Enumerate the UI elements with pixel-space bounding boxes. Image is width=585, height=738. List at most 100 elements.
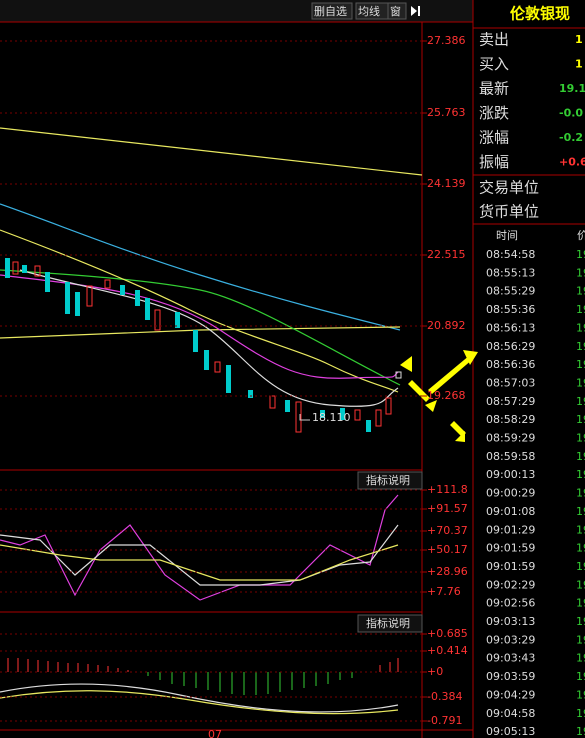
quote-label: 振幅: [479, 153, 509, 171]
macd-lines: [0, 683, 399, 715]
tick-price: 19: [576, 542, 585, 555]
tick-price: 19: [576, 633, 585, 646]
tick-time: 08:59:29: [486, 432, 535, 445]
tick-time: 08:59:58: [486, 450, 535, 463]
quote-value: 19.1: [559, 82, 585, 95]
tick-price: 19: [576, 615, 585, 628]
tick-time: 09:01:59: [486, 560, 535, 573]
tick-header: 价: [577, 229, 585, 242]
toolbar: [0, 0, 473, 22]
tick-price: 19: [576, 413, 585, 426]
tick-header: 时间: [496, 229, 518, 242]
indicator-button-label: 指标说明: [366, 473, 410, 487]
axis-label: 25.763: [427, 106, 466, 119]
tick-price: 19: [576, 707, 585, 720]
tick-price: 19: [576, 395, 585, 408]
tick-price: 19: [576, 560, 585, 573]
axis-label: +0.414: [427, 644, 468, 657]
quote-label: 涨跌: [479, 104, 509, 122]
tick-time: 09:03:59: [486, 670, 535, 683]
tick-price: 19: [576, 688, 585, 701]
toolbar-button-label: 均线: [358, 4, 380, 18]
indicator-button-label: 指标说明: [366, 616, 410, 630]
tick-price: 19: [576, 505, 585, 518]
macd-bars: [147, 672, 353, 695]
tick-time: 09:00:29: [486, 487, 535, 500]
axis-label: 20.892: [427, 319, 466, 332]
tick-time: 09:00:13: [486, 468, 535, 481]
axis-label: 27.386: [427, 34, 466, 47]
indicator-button[interactable]: [357, 471, 423, 490]
toolbar-button[interactable]: [311, 2, 353, 20]
tick-time: 08:55:29: [486, 285, 535, 298]
tick-price: 19: [576, 578, 585, 591]
axis-label: +7.76: [427, 585, 461, 598]
axis-label: 24.139: [427, 177, 466, 190]
unit-label: 交易单位: [479, 179, 539, 197]
tick-time: 08:56:13: [486, 321, 535, 334]
tick-price: 19: [576, 248, 585, 261]
tick-time: 08:56:29: [486, 340, 535, 353]
axis-label: +111.8: [427, 483, 468, 496]
quote-value: -0.0: [559, 107, 583, 120]
quote-value: 1: [575, 33, 583, 46]
tick-time: 08:55:36: [486, 303, 535, 316]
quote-value: +0.6: [559, 156, 585, 169]
tick-price: 19: [576, 450, 585, 463]
axis-label: 22.515: [427, 248, 466, 261]
toolbar-button[interactable]: [387, 2, 407, 20]
quote-label: 涨幅: [479, 129, 509, 147]
tick-price: 19: [576, 523, 585, 536]
tick-time: 09:02:29: [486, 578, 535, 591]
tick-time: 09:01:08: [486, 505, 535, 518]
axis-label: +28.96: [427, 565, 468, 578]
tick-time: 09:02:56: [486, 597, 535, 610]
tick-price: 19: [576, 597, 585, 610]
axis-label: -0.791: [427, 714, 462, 727]
tick-time: 08:57:29: [486, 395, 535, 408]
tick-time: 09:03:43: [486, 652, 535, 665]
tick-price: 19: [576, 340, 585, 353]
tick-price: 19: [576, 266, 585, 279]
tick-time: 08:56:36: [486, 358, 535, 371]
indicator1-lines: [0, 494, 399, 601]
axis-label: +70.37: [427, 524, 468, 537]
quote-label: 卖出: [479, 31, 509, 49]
quote-title: 伦敦银现: [510, 5, 570, 23]
tick-price: 19: [576, 321, 585, 334]
axis-label: +0.685: [427, 627, 468, 640]
tick-price: 19: [576, 358, 585, 371]
tick-time: 09:04:29: [486, 688, 535, 701]
tick-price: 19: [576, 285, 585, 298]
tick-price: 19: [576, 376, 585, 389]
tick-price: 19: [576, 303, 585, 316]
toolbar-button-label: 窗: [390, 4, 401, 18]
unit-label: 货币单位: [479, 203, 539, 221]
tick-time: 09:04:58: [486, 707, 535, 720]
quote-label: 买入: [479, 55, 509, 73]
toolbar-button-label: 删自选: [314, 5, 347, 18]
quote-value: -0.2: [559, 131, 583, 144]
axis-label: +0: [427, 665, 443, 678]
macd-bars: [7, 658, 399, 672]
x-axis-label: 07: [208, 728, 222, 738]
axis-label: -0.384: [427, 690, 462, 703]
tick-price: 19: [576, 652, 585, 665]
play-icon: [418, 6, 420, 16]
tick-price: 19: [576, 725, 585, 738]
low-label: 18.110: [312, 411, 351, 424]
tick-time: 09:03:29: [486, 633, 535, 646]
play-icon[interactable]: [411, 6, 417, 16]
quote-value: 1: [575, 58, 583, 71]
tick-time: 08:55:13: [486, 266, 535, 279]
tick-time: 09:01:59: [486, 542, 535, 555]
low-marker: [299, 414, 310, 421]
candles: [5, 258, 402, 433]
tick-time: 09:01:29: [486, 523, 535, 536]
ma-lines: [0, 127, 423, 407]
indicator-button[interactable]: [357, 614, 423, 633]
tick-time: 08:54:58: [486, 248, 535, 261]
quote-label: 最新: [479, 80, 509, 98]
